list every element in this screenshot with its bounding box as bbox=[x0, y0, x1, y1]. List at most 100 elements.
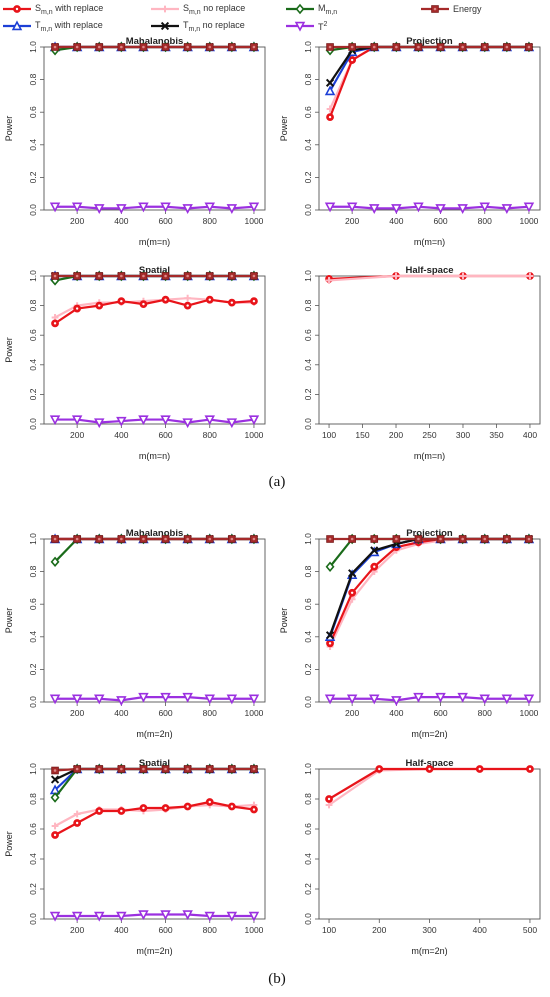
y-tick-label: 0.4 bbox=[28, 139, 38, 151]
data-point bbox=[392, 272, 400, 280]
data-point bbox=[161, 295, 170, 304]
data-point bbox=[95, 301, 104, 310]
legend-marker bbox=[11, 20, 23, 31]
series-line bbox=[330, 205, 530, 210]
y-tick-label: 1.0 bbox=[303, 763, 313, 775]
y-tick-label: 0.4 bbox=[303, 631, 313, 643]
y-tick-label: 0.0 bbox=[28, 204, 38, 216]
series-energy bbox=[51, 765, 258, 775]
x-tick-label: 800 bbox=[203, 430, 217, 440]
y-tick-label: 1.0 bbox=[28, 270, 38, 282]
series-t2 bbox=[49, 415, 260, 429]
data-point bbox=[205, 535, 214, 543]
x-tick-label: 1000 bbox=[244, 708, 263, 718]
y-tick-label: 0.8 bbox=[28, 73, 38, 85]
data-point bbox=[413, 202, 424, 213]
series-s-with bbox=[51, 798, 258, 839]
x-tick-label: 400 bbox=[114, 925, 128, 935]
chart-title: Half-space bbox=[405, 265, 453, 276]
data-point bbox=[205, 43, 214, 51]
y-tick-label: 0.8 bbox=[303, 793, 313, 805]
data-point bbox=[370, 535, 379, 543]
chart-b-spatial: Spatial 0.0 0.2 0.4 0.6 0.8 1.0 200 400 600 800 100… bbox=[4, 758, 266, 956]
plot-frame bbox=[318, 538, 541, 703]
x-tick-label: 1000 bbox=[244, 430, 263, 440]
plot-frame bbox=[318, 275, 541, 425]
data-point bbox=[139, 765, 148, 773]
data-point bbox=[160, 910, 171, 921]
data-point bbox=[73, 819, 82, 827]
data-point bbox=[391, 204, 402, 214]
legend-item-t-no: Tm,n no replace bbox=[150, 18, 245, 34]
x-tick-label: 100 bbox=[322, 925, 336, 935]
x-tick-label: 800 bbox=[478, 708, 492, 718]
data-point bbox=[425, 765, 434, 773]
data-point bbox=[183, 272, 192, 280]
legend-label: Energy bbox=[453, 4, 482, 14]
data-point bbox=[139, 535, 148, 543]
data-point bbox=[435, 204, 446, 214]
data-point bbox=[458, 43, 467, 51]
plot-frame bbox=[43, 538, 266, 703]
data-point bbox=[204, 911, 215, 922]
x-axis-label: m(m=n) bbox=[139, 237, 170, 247]
data-point bbox=[51, 43, 59, 51]
data-point bbox=[325, 277, 333, 284]
plot-frame bbox=[43, 275, 266, 425]
data-point bbox=[161, 804, 170, 812]
x-tick-label: 350 bbox=[489, 430, 503, 440]
data-point bbox=[436, 535, 445, 543]
data-point bbox=[503, 43, 511, 51]
data-point bbox=[94, 911, 105, 922]
x-tick-label: 400 bbox=[389, 708, 403, 718]
data-point bbox=[370, 43, 379, 51]
legend-marker bbox=[294, 21, 306, 32]
series-t2 bbox=[324, 692, 535, 706]
data-point bbox=[71, 911, 83, 922]
data-point bbox=[250, 272, 258, 280]
data-point bbox=[49, 911, 61, 922]
data-point bbox=[95, 272, 104, 280]
x-tick-label: 400 bbox=[473, 925, 487, 935]
data-point bbox=[50, 775, 60, 784]
x-tick-label: 400 bbox=[114, 708, 128, 718]
data-point bbox=[414, 43, 423, 51]
chart-a-mahalanobis: Mahalanobis 0.0 0.2 0.4 0.6 0.8 1.0 200 400 600 80… bbox=[4, 36, 266, 247]
x-tick-label: 200 bbox=[70, 708, 84, 718]
series-t2 bbox=[49, 202, 260, 214]
y-tick-label: 0.2 bbox=[303, 171, 313, 183]
data-point bbox=[392, 43, 401, 51]
series-t2 bbox=[49, 692, 260, 706]
y-tick-label: 1.0 bbox=[28, 41, 38, 53]
data-point bbox=[523, 202, 535, 213]
x-tick-label: 200 bbox=[389, 430, 403, 440]
y-tick-label: 0.4 bbox=[28, 631, 38, 643]
x-tick-label: 800 bbox=[203, 925, 217, 935]
data-point bbox=[526, 765, 534, 773]
y-axis-label: Power bbox=[4, 116, 14, 142]
series-m bbox=[50, 763, 259, 803]
data-point bbox=[205, 765, 214, 773]
legend-label: Sm,n no replace bbox=[183, 2, 246, 16]
y-tick-label: 0.8 bbox=[303, 73, 313, 85]
legend-item-m: Mm,n bbox=[285, 1, 337, 17]
series-s-no bbox=[326, 535, 533, 650]
data-point bbox=[457, 692, 468, 703]
legend-swatch bbox=[151, 21, 179, 31]
data-point bbox=[370, 546, 379, 555]
data-point bbox=[95, 43, 104, 51]
data-point bbox=[226, 418, 238, 429]
data-point bbox=[503, 535, 511, 543]
data-point bbox=[160, 692, 171, 703]
series-line bbox=[54, 767, 254, 781]
x-tick-label: 200 bbox=[70, 430, 84, 440]
chart-title: Spatial bbox=[139, 758, 170, 769]
data-point bbox=[226, 911, 238, 922]
data-point bbox=[435, 692, 446, 703]
data-point bbox=[117, 43, 126, 51]
data-point bbox=[50, 556, 60, 568]
series-line bbox=[329, 45, 529, 118]
series-line bbox=[54, 537, 254, 563]
data-point bbox=[348, 569, 357, 578]
x-tick-label: 400 bbox=[114, 430, 128, 440]
